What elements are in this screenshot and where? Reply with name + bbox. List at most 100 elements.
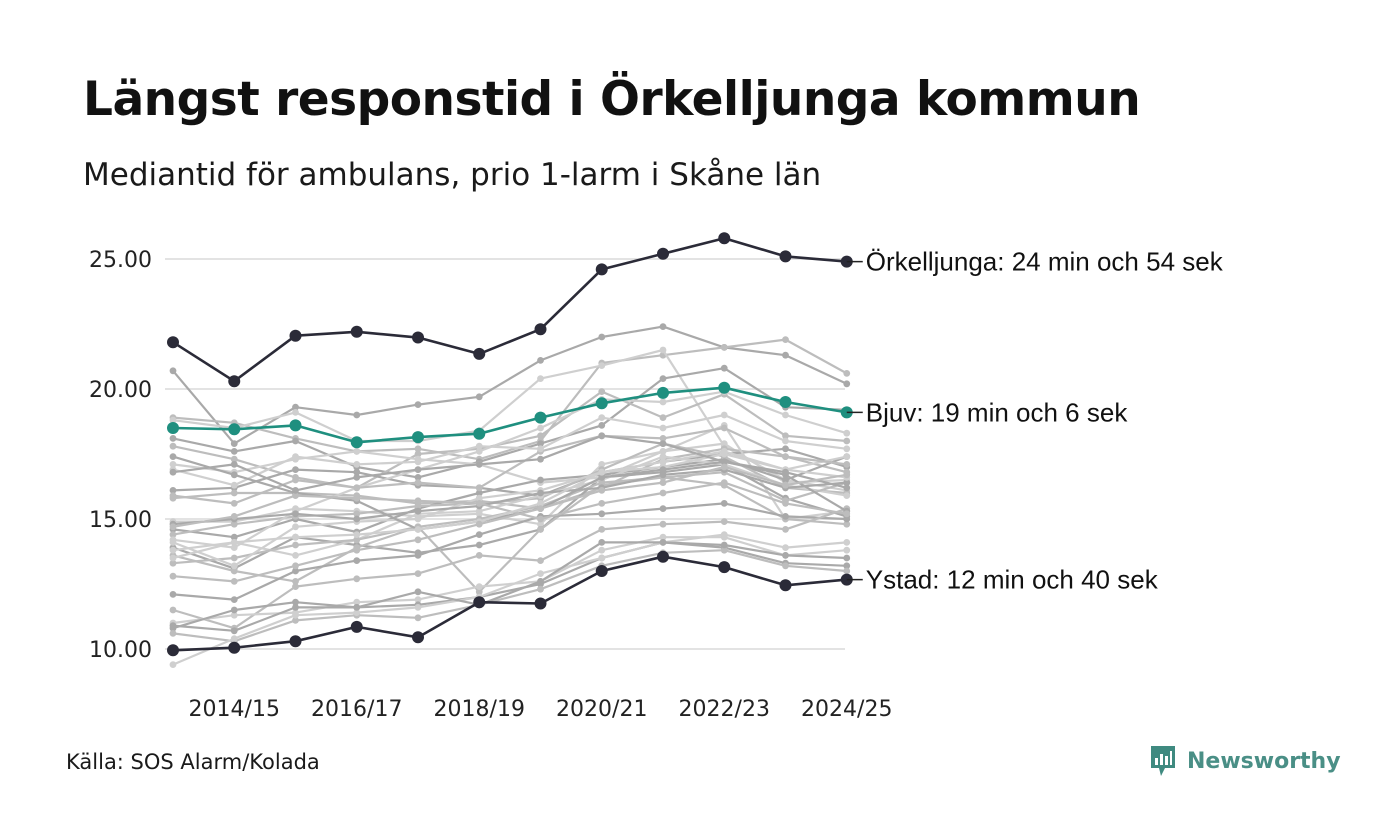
data-point <box>169 523 177 531</box>
data-point <box>292 437 299 445</box>
line-chart: 10.00 15.00 20.00 25.00 2014/15 2016/17 2018/… <box>89 232 1224 722</box>
data-point <box>782 432 789 440</box>
data-point <box>414 458 422 466</box>
data-point <box>292 523 299 531</box>
data-point <box>353 468 361 476</box>
data-point <box>475 500 483 507</box>
data-point <box>292 533 299 541</box>
series-line <box>172 549 847 643</box>
data-point <box>598 500 606 507</box>
data-point <box>598 362 606 369</box>
data-point <box>292 611 299 619</box>
data-point <box>230 539 238 546</box>
data-point <box>537 489 544 497</box>
data-point <box>292 583 299 590</box>
data-point <box>414 570 422 577</box>
data-point <box>169 487 177 494</box>
data-point <box>659 414 667 421</box>
data-point <box>230 627 238 635</box>
data-point <box>595 263 608 276</box>
data-point <box>169 367 177 375</box>
data-point <box>292 578 299 585</box>
x-tick-label: 2024/25 <box>801 697 892 722</box>
data-point <box>353 598 361 606</box>
data-point <box>230 544 238 551</box>
data-point <box>537 424 544 432</box>
data-point <box>475 507 483 515</box>
background-series-line <box>169 411 851 489</box>
series-line <box>172 533 847 666</box>
data-point <box>169 468 177 476</box>
data-point <box>292 552 299 559</box>
x-tick-label: 2016/17 <box>311 697 402 722</box>
data-point <box>353 515 361 523</box>
data-point <box>720 364 728 372</box>
data-point <box>659 458 667 466</box>
y-tick-label: 25.00 <box>89 248 152 273</box>
series-line <box>172 507 848 630</box>
data-point <box>353 604 361 611</box>
series-line <box>172 455 847 557</box>
data-point <box>598 422 606 429</box>
newsworthy-brand[interactable]: Newsworthy <box>1149 744 1341 778</box>
data-point <box>659 533 667 541</box>
data-point <box>230 513 238 520</box>
background-series-line <box>169 432 851 494</box>
data-point <box>230 635 238 642</box>
series-line <box>172 468 847 526</box>
y-tick-label: 10.00 <box>89 638 152 663</box>
data-point <box>720 458 728 466</box>
data-point <box>292 487 299 494</box>
data-point <box>353 510 361 518</box>
data-point <box>414 502 422 510</box>
background-series <box>169 323 851 668</box>
data-point <box>595 565 608 577</box>
data-point <box>720 518 728 525</box>
background-series-line <box>169 468 851 567</box>
data-point <box>843 380 851 388</box>
series-line <box>172 555 847 652</box>
data-point <box>169 661 177 668</box>
data-point <box>169 492 177 499</box>
data-point <box>659 375 667 382</box>
data-point <box>843 520 851 528</box>
series-line <box>172 338 848 461</box>
data-point <box>292 403 299 411</box>
data-point <box>843 453 851 460</box>
data-point <box>169 435 177 442</box>
background-series-line <box>169 531 851 668</box>
data-point <box>414 604 422 611</box>
data-point <box>292 466 299 473</box>
series-line <box>172 541 847 630</box>
data-point <box>414 474 422 481</box>
data-point <box>598 468 606 476</box>
data-point <box>473 596 486 609</box>
series-line <box>172 386 847 444</box>
data-point <box>782 562 789 570</box>
data-point <box>475 448 483 455</box>
data-point <box>353 536 361 544</box>
data-point <box>720 424 728 432</box>
data-point <box>414 445 422 453</box>
data-point <box>782 526 789 533</box>
data-point <box>782 500 789 507</box>
data-point <box>353 575 361 583</box>
data-point <box>414 466 422 473</box>
data-point <box>843 479 851 486</box>
data-point <box>292 598 299 606</box>
data-point <box>473 427 486 440</box>
data-point <box>659 424 667 432</box>
data-point <box>720 500 728 507</box>
data-point <box>537 476 544 484</box>
y-tick-label: 20.00 <box>89 378 152 403</box>
data-point <box>534 411 547 424</box>
background-series-line <box>169 336 851 463</box>
data-point <box>350 620 363 633</box>
data-point <box>475 583 483 590</box>
data-point <box>167 644 179 657</box>
brand-name: Newsworthy <box>1187 748 1341 774</box>
data-point <box>353 494 361 502</box>
data-point <box>230 440 238 447</box>
data-point <box>292 567 299 575</box>
data-point <box>659 435 667 442</box>
